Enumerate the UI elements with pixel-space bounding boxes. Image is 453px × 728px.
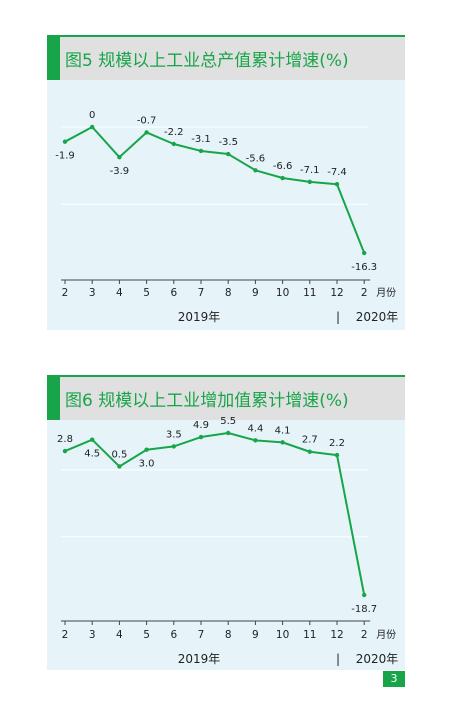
chart-title: 图5 规模以上工业总产值累计增速(%) [65, 51, 349, 71]
x-tick-label: 10 [276, 287, 289, 299]
data-label: 4.1 [275, 425, 291, 436]
data-point [144, 130, 149, 135]
x-tick-label: 12 [330, 287, 343, 299]
x-unit-label: 月份 [376, 287, 396, 299]
data-point [226, 430, 231, 436]
data-point [144, 447, 149, 452]
data-label: -5.6 [246, 153, 266, 164]
data-label: -3.9 [110, 166, 130, 177]
data-label: 4.9 [193, 420, 209, 431]
data-label: -2.2 [164, 127, 184, 138]
x-unit-label: 月份 [376, 629, 396, 641]
data-point [334, 182, 340, 187]
data-point [171, 444, 176, 449]
data-label: -3.1 [191, 134, 211, 145]
data-point [362, 250, 367, 256]
data-label: -16.3 [351, 262, 377, 273]
data-label: -1.9 [55, 151, 75, 162]
year-label-2020: 2020年 [356, 310, 399, 324]
chart-panel-industrial-output: 图5 规模以上工业总产值累计增速(%) 2 3 4 5 6 7 8 9 10 11 12 2 月份 201… [47, 35, 405, 330]
header-accent-line [60, 35, 405, 37]
page-number: 3 [383, 671, 405, 687]
data-point [307, 179, 312, 185]
year-label-2019: 2019年 [178, 652, 221, 666]
chart-plot: 2 3 4 5 6 7 8 9 10 11 12 2 月份 2019年 | 2020年 2.8 4.5 0.5 3.0… [57, 416, 398, 666]
chart-title: 图6 规模以上工业增加值累计增速(%) [65, 391, 349, 411]
x-tick-label: 9 [252, 629, 259, 641]
x-tick-label: 10 [276, 629, 289, 641]
data-point [198, 434, 204, 440]
x-tick-label: 8 [225, 287, 232, 299]
header-accent-line [60, 375, 405, 377]
x-tick-label: 3 [89, 287, 96, 299]
data-label: -7.1 [300, 165, 320, 176]
x-tick-label: 3 [89, 629, 96, 641]
data-point [117, 464, 122, 469]
x-tick-label: 8 [225, 629, 232, 641]
year-label-2020: 2020年 [356, 652, 399, 666]
x-tick-label: 2 [62, 287, 69, 299]
data-label: -3.5 [218, 137, 238, 148]
data-point [253, 168, 258, 173]
data-label: 3.0 [139, 459, 155, 470]
data-point [90, 124, 95, 130]
chart-header: 图5 规模以上工业总产值累计增速(%) [47, 35, 405, 80]
year-label-2019: 2019年 [178, 310, 221, 324]
x-tick-label: 6 [170, 287, 177, 299]
data-label: 4.4 [247, 423, 263, 434]
data-point [90, 437, 95, 442]
data-label: 2.2 [329, 438, 345, 449]
x-tick-label: 4 [116, 287, 123, 299]
x-tick-label: 12 [330, 629, 343, 641]
x-tick-label: 5 [143, 629, 150, 641]
x-tick-label: 9 [252, 287, 259, 299]
data-point [362, 592, 367, 598]
data-label: -7.4 [327, 167, 347, 178]
data-point [280, 440, 285, 445]
data-point [171, 141, 176, 147]
data-point [280, 175, 285, 181]
data-label: -18.7 [351, 604, 377, 615]
x-tick-label: 11 [303, 287, 316, 299]
data-point [62, 139, 68, 144]
data-label: 0 [89, 110, 95, 121]
data-label: 2.8 [57, 434, 73, 445]
chart-panel-value-added: 图6 规模以上工业增加值累计增速(%) 2 3 4 5 6 7 8 9 10 11 12 2 月份 201… [47, 375, 405, 670]
year-separator: | [336, 310, 340, 324]
chart-plot: 2 3 4 5 6 7 8 9 10 11 12 2 月份 2019年 | 2020年 -1.9 0 -3.9 -0.… [55, 110, 398, 324]
year-separator: | [336, 652, 340, 666]
x-tick-label: 6 [170, 629, 177, 641]
x-tick-label: 2 [361, 287, 368, 299]
data-label: -0.7 [137, 115, 157, 126]
x-tick-label: 11 [303, 629, 316, 641]
series-line [64, 126, 366, 254]
x-tick-label: 2 [361, 629, 368, 641]
data-point [334, 452, 340, 458]
chart-header: 图6 规模以上工业增加值累计增速(%) [47, 375, 405, 420]
line-chart-svg: 2 3 4 5 6 7 8 9 10 11 12 2 月份 2019年 | 2020年 -1.9 0 -3.9 -0.… [55, 110, 398, 324]
header-accent-bar [47, 375, 60, 420]
data-label: 3.5 [166, 429, 182, 440]
data-label: 2.7 [302, 435, 318, 446]
data-label: 4.5 [84, 449, 100, 460]
x-tick-label: 4 [116, 629, 123, 641]
data-point [117, 154, 122, 160]
data-point [226, 151, 231, 157]
x-tick-label: 2 [62, 629, 69, 641]
data-point [307, 449, 312, 454]
x-tick-label: 7 [198, 629, 205, 641]
data-label: 5.5 [220, 416, 236, 427]
x-tick-label: 7 [198, 287, 205, 299]
data-point [253, 438, 258, 443]
data-point [62, 448, 68, 454]
series-line [64, 432, 366, 596]
data-label: 0.5 [111, 449, 127, 460]
x-tick-label: 5 [143, 287, 150, 299]
data-point [198, 148, 204, 154]
line-chart-svg: 2 3 4 5 6 7 8 9 10 11 12 2 月份 2019年 | 2020年 2.8 4.5 0.5 3.0… [57, 416, 398, 666]
header-accent-bar [47, 35, 60, 80]
data-label: -6.6 [273, 161, 293, 172]
